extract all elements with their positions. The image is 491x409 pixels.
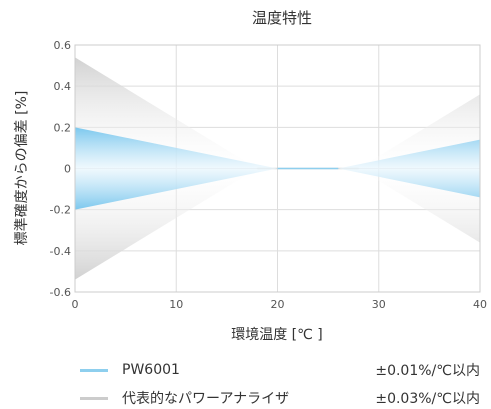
y-tick-label: 0 xyxy=(64,163,71,176)
x-axis-label: 環境温度 [℃ ] xyxy=(231,327,323,343)
y-tick-label: 0.6 xyxy=(54,39,72,52)
legend-spec-typical-analyzer: ±0.03%/℃以内 xyxy=(375,391,480,407)
x-tick-label: 10 xyxy=(169,298,183,311)
x-tick-label: 40 xyxy=(473,298,487,311)
y-tick-label: -0.2 xyxy=(50,204,71,217)
band-lower-pw6001 xyxy=(75,168,480,210)
plot-frame xyxy=(74,44,481,293)
chart-title: 温度特性 xyxy=(252,9,312,27)
band-upper-typical-analyzer xyxy=(75,57,480,169)
y-tick-label: -0.4 xyxy=(50,245,71,258)
legend-item-pw6001: PW6001 ±0.01%/℃以内 xyxy=(80,359,480,381)
series-bands xyxy=(75,57,480,280)
legend-swatch-pw6001 xyxy=(80,368,108,372)
legend-swatch-typical-analyzer xyxy=(80,396,108,400)
band-lower-typical-analyzer xyxy=(75,168,480,280)
y-tick-label: -0.6 xyxy=(50,286,71,299)
legend-item-typical-analyzer: 代表的なパワーアナライザ ±0.03%/℃以内 xyxy=(80,387,480,409)
y-axis-label: 標準確度からの偏差 [%] xyxy=(14,91,30,246)
x-tick-label: 20 xyxy=(271,298,285,311)
band-upper-pw6001 xyxy=(75,127,480,169)
x-tick-label: 30 xyxy=(372,298,386,311)
y-tick-labels: 0.6 0.4 0.2 0 -0.2 -0.4 -0.6 xyxy=(50,39,71,299)
legend-label-typical-analyzer: 代表的なパワーアナライザ xyxy=(122,391,290,407)
y-tick-label: 0.4 xyxy=(54,80,72,93)
y-tick-label: 0.2 xyxy=(54,121,72,134)
legend-spec-pw6001: ±0.01%/℃以内 xyxy=(375,363,480,379)
x-tick-labels: 0 10 20 30 40 xyxy=(72,298,488,311)
x-tick-label: 0 xyxy=(72,298,79,311)
legend-label-pw6001: PW6001 xyxy=(122,362,180,378)
